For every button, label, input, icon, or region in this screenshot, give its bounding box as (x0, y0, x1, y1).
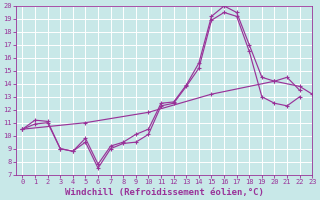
X-axis label: Windchill (Refroidissement éolien,°C): Windchill (Refroidissement éolien,°C) (65, 188, 264, 197)
